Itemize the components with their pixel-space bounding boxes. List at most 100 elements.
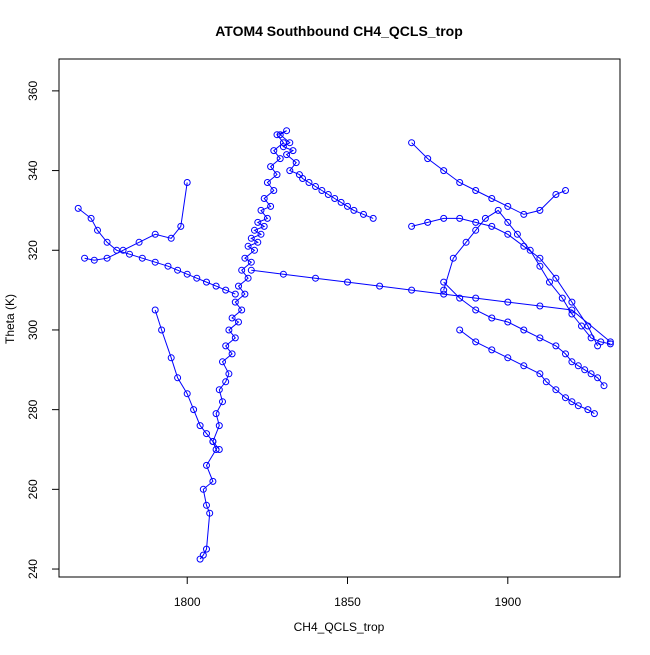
data-point xyxy=(440,286,448,294)
data-point xyxy=(273,131,281,139)
data-point xyxy=(215,446,223,453)
data-point xyxy=(456,214,464,222)
data-point xyxy=(440,214,448,222)
series-1 xyxy=(74,204,239,298)
data-point xyxy=(196,422,204,430)
data-point xyxy=(472,294,480,302)
data-point xyxy=(238,266,246,274)
data-point xyxy=(273,171,281,179)
data-point xyxy=(247,258,255,266)
data-point xyxy=(199,485,207,493)
series-4 xyxy=(408,139,569,218)
data-point xyxy=(231,290,239,298)
data-point xyxy=(203,278,210,286)
data-point xyxy=(222,378,230,386)
data-point xyxy=(183,270,191,278)
data-point xyxy=(251,226,258,234)
data-point xyxy=(283,151,291,159)
data-point xyxy=(536,334,544,342)
x-tick-label: 1800 xyxy=(174,595,201,609)
data-point xyxy=(257,230,265,238)
data-point xyxy=(606,338,614,346)
data-point xyxy=(456,326,464,334)
data-point xyxy=(472,218,480,226)
data-point xyxy=(247,266,255,274)
data-point xyxy=(135,238,143,246)
data-point xyxy=(312,274,319,282)
data-point xyxy=(408,286,416,294)
data-point xyxy=(472,338,480,346)
data-point xyxy=(254,218,262,226)
y-tick-label: 240 xyxy=(26,559,40,579)
data-point xyxy=(408,222,416,230)
data-point xyxy=(203,461,210,469)
data-point xyxy=(260,222,268,230)
series-line xyxy=(443,209,611,345)
plot-frame xyxy=(58,58,621,578)
data-point xyxy=(578,322,585,330)
data-point xyxy=(324,191,332,198)
data-point xyxy=(536,302,544,310)
data-point xyxy=(472,306,480,314)
data-point xyxy=(235,282,242,290)
data-point xyxy=(449,254,457,262)
data-point xyxy=(440,167,448,175)
data-point xyxy=(138,254,146,262)
data-point xyxy=(584,406,592,414)
data-point xyxy=(241,254,249,262)
data-point xyxy=(228,350,236,358)
data-point xyxy=(360,210,367,218)
data-point xyxy=(247,234,255,242)
data-point xyxy=(183,390,191,398)
series-line xyxy=(443,281,605,387)
data-point xyxy=(456,179,464,186)
data-point xyxy=(558,294,566,302)
data-point xyxy=(254,238,262,246)
data-point xyxy=(219,398,226,406)
data-point xyxy=(440,278,448,286)
data-point xyxy=(552,342,560,350)
data-point xyxy=(222,286,230,294)
data-point xyxy=(151,306,159,314)
data-point xyxy=(222,342,230,350)
series-line xyxy=(84,182,188,261)
data-point xyxy=(87,214,95,222)
data-point xyxy=(562,350,569,358)
data-point xyxy=(212,410,220,418)
data-point xyxy=(542,378,550,386)
data-point xyxy=(151,230,159,238)
data-point xyxy=(504,318,512,326)
data-point xyxy=(376,282,384,290)
data-point xyxy=(350,206,358,214)
data-point xyxy=(568,310,576,318)
y-axis-label: Theta (K) xyxy=(3,294,17,344)
data-point xyxy=(74,204,82,212)
data-point xyxy=(177,222,185,230)
data-point xyxy=(574,402,582,410)
series-7 xyxy=(456,326,598,418)
data-point xyxy=(546,278,553,286)
data-point xyxy=(225,326,233,334)
data-point xyxy=(238,306,246,314)
data-series xyxy=(74,127,614,563)
data-point xyxy=(203,430,210,438)
data-point xyxy=(244,274,252,282)
data-point xyxy=(81,254,89,262)
data-point xyxy=(472,187,480,194)
data-point xyxy=(488,195,496,202)
data-point xyxy=(241,290,249,298)
series-2 xyxy=(81,179,191,264)
data-point xyxy=(587,370,595,378)
data-point xyxy=(424,155,432,163)
data-point xyxy=(536,370,544,378)
data-point xyxy=(260,195,268,202)
data-point xyxy=(568,298,576,306)
data-point xyxy=(209,438,217,445)
data-point xyxy=(263,214,271,222)
x-tick-label: 1850 xyxy=(334,595,361,609)
data-point xyxy=(488,346,496,354)
data-point xyxy=(488,314,496,322)
data-point xyxy=(289,147,297,155)
x-axis: 1800 1850 1900 xyxy=(174,577,521,609)
